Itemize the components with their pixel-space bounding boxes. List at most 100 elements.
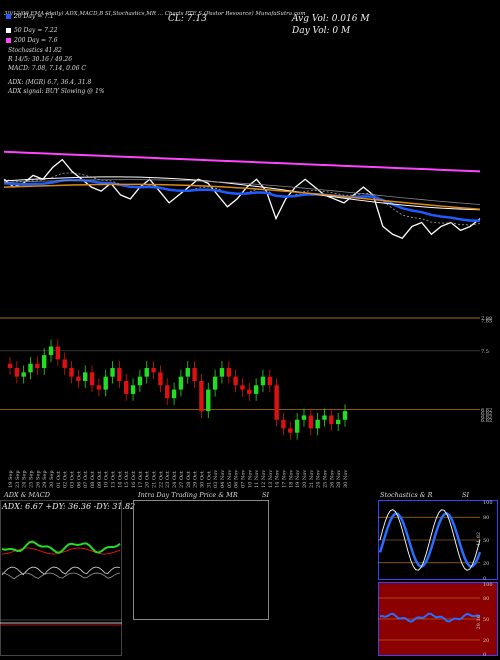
price-line [3, 158, 481, 239]
stoch-tick-label: 0 [483, 576, 486, 580]
x-tick-label: 17 Oct [138, 471, 144, 488]
candle-body [322, 415, 327, 420]
x-tick-label: 12 Nov [261, 470, 267, 488]
adx-line [1, 566, 121, 576]
stoch-k-line [379, 509, 481, 571]
candle-body [199, 380, 204, 412]
intraday-panel-title: Intra Day Trading Price & MR [138, 491, 238, 499]
candle-body [288, 428, 293, 433]
x-tick-label: 13 Oct [111, 471, 117, 488]
candle-body [124, 380, 129, 394]
x-tick-label: 09 Oct [97, 471, 103, 488]
adx-panel-title: ADX & MACD [4, 491, 50, 499]
x-tick-label: 30 Sep [49, 470, 55, 488]
ema20-legend: 20 Day = 7.1 [14, 13, 54, 20]
x-tick-label: 28 Oct [186, 471, 192, 488]
x-tick-label: 14 Nov [275, 470, 281, 488]
y-tick-label: 6.82 [481, 418, 492, 424]
si-tick-label: 80 [483, 596, 489, 602]
y-tick-label: 6.82 [481, 407, 492, 413]
x-tick-label: 26 Sep [35, 470, 41, 488]
candle-body [226, 368, 231, 377]
candle-body [329, 415, 334, 425]
candle-body [130, 385, 136, 394]
candle-body [48, 346, 54, 356]
chart-header: 30/12/09 EMA (daily) ADX,MACD,B SI,Stoch… [4, 11, 306, 17]
cl-label: CL: 7.13 [168, 14, 207, 24]
x-tick-label: 28 Nov [336, 470, 342, 488]
candle-body [151, 368, 156, 373]
candle-body [21, 372, 26, 377]
plus-di-line [1, 540, 121, 554]
candle-body [315, 419, 320, 429]
ema200-legend-swatch [6, 38, 11, 43]
x-tick-label: 02 Oct [63, 471, 69, 488]
stoch-value-label: 41.82 [476, 532, 482, 546]
adx-line-2 [1, 572, 121, 580]
x-tick-label: 29 Oct [193, 471, 199, 488]
x-tick-label: 21 Nov [309, 470, 315, 488]
candle-body [69, 368, 74, 377]
dotted-ema-line [3, 172, 481, 226]
x-tick-label: 06 Nov [234, 470, 240, 488]
x-tick-label: 21 Oct [152, 471, 158, 488]
x-tick-label: 30 Oct [199, 471, 205, 488]
x-tick-label: 18 Nov [288, 470, 294, 488]
x-tick-label: 14 Oct [117, 471, 123, 488]
candle-body [7, 363, 13, 369]
stoch-tick-label: 50 [483, 538, 489, 544]
x-tick-label: 16 Oct [131, 471, 137, 488]
x-tick-label: 10 Oct [104, 471, 110, 488]
adx-signal-label: ADX signal: BUY Slowing @ 1% [8, 88, 105, 95]
candle-body [240, 385, 245, 390]
candle-body [342, 411, 348, 420]
x-tick-label: 13 Nov [268, 470, 274, 488]
x-tick-label: 07 Oct [83, 471, 89, 488]
intraday-panel [133, 500, 269, 620]
stoch-panel-title: Stochastics & R [380, 491, 433, 499]
adx-macd-plot [0, 540, 122, 626]
x-tick-label: 30 Nov [343, 470, 349, 488]
x-tick-label: 04 Nov [220, 470, 226, 488]
si-tick-label: 100 [483, 582, 493, 588]
candle-body [219, 368, 225, 377]
x-tick-label: 22 Oct [158, 471, 164, 488]
stochastics-label: Stochastics 41.82 [8, 47, 62, 54]
candle-body [274, 385, 279, 420]
x-tick-label: 06 Oct [76, 471, 82, 488]
intraday-si-label: SI [262, 491, 270, 499]
macd-label: MACD: 7.08, 7.14, 0.06 C [8, 65, 87, 72]
x-tick-label: 15 Oct [124, 471, 130, 488]
x-tick-label: 25 Nov [322, 470, 328, 488]
stochastics-plot: 100 80 50 20 0 41.82 [378, 500, 493, 580]
price-ema-chart [3, 150, 481, 239]
candle-body [144, 368, 149, 377]
stoch-tick-label: 100 [483, 500, 493, 506]
stoch-tick-label: 20 [483, 561, 489, 567]
y-tick-label: 6.82 [481, 414, 492, 420]
adx-macd-panel [0, 500, 122, 656]
day-vol-label: Day Vol: 0 M [292, 26, 351, 36]
candle-body [335, 419, 341, 425]
r-label: R 14/5: 30.16 / 49.26 [8, 56, 73, 63]
candle-body [206, 389, 211, 412]
x-tick-label: 10 Nov [247, 470, 253, 488]
x-tick-label: 03 Oct [70, 471, 76, 488]
x-tick-label: 07 Nov [240, 470, 246, 488]
si-plot: 100 80 50 20 0 29.16 [378, 582, 493, 656]
candle-body [14, 368, 20, 377]
ema50-legend: 50 Day = 7.22 [14, 27, 58, 34]
candle-body [267, 376, 272, 386]
candle-body [35, 363, 40, 369]
candlestick-chart: 7.887.857.56.826.826.826.82 [0, 316, 492, 440]
candle-body [185, 368, 190, 377]
x-tick-label: 20 Nov [302, 470, 308, 488]
candle-body [83, 372, 88, 381]
grey-line [3, 179, 481, 205]
x-tick-label: 05 Nov [227, 470, 233, 488]
candle-body [55, 346, 61, 360]
x-tick-label: 20 Oct [145, 471, 151, 488]
candle-body [28, 363, 33, 373]
orange-line [3, 183, 481, 210]
candle-body [171, 389, 177, 399]
